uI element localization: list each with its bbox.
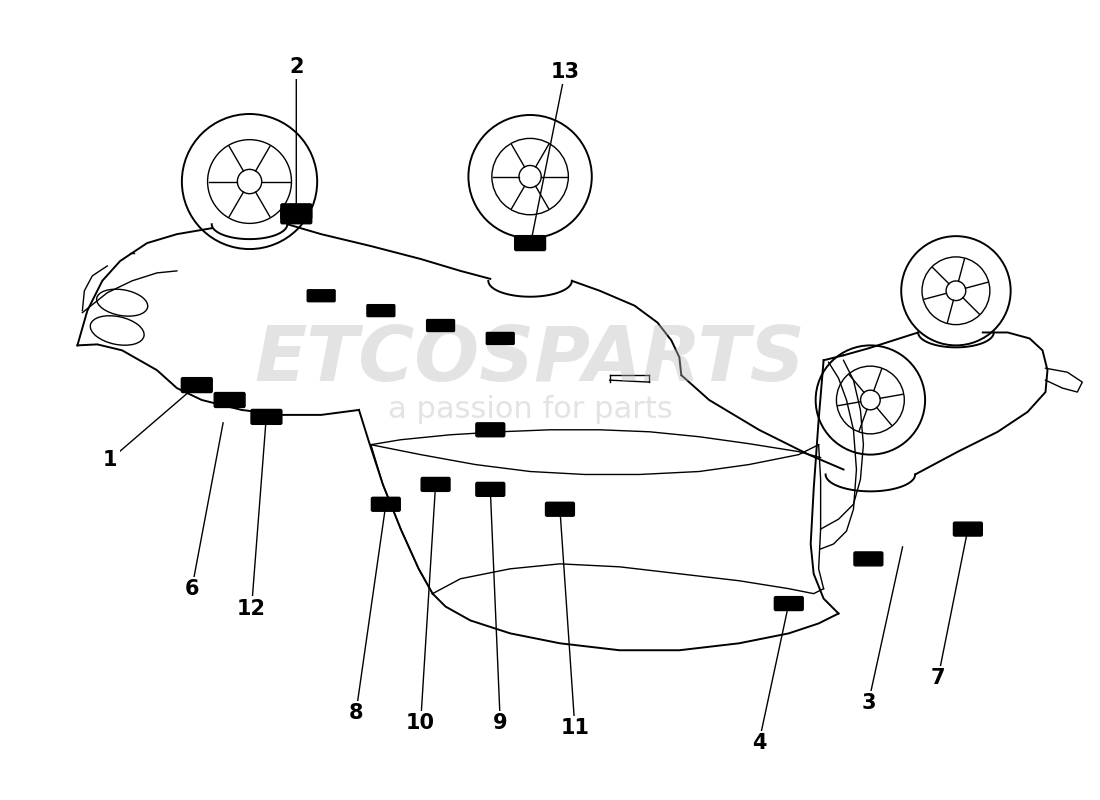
FancyBboxPatch shape [372, 498, 400, 511]
FancyBboxPatch shape [854, 552, 883, 566]
Text: a passion for parts: a passion for parts [387, 395, 672, 425]
FancyBboxPatch shape [307, 290, 336, 302]
Text: 7: 7 [931, 668, 945, 688]
FancyBboxPatch shape [476, 423, 505, 437]
Text: 1: 1 [103, 450, 118, 470]
Text: 13: 13 [550, 62, 580, 82]
FancyBboxPatch shape [280, 204, 311, 218]
FancyBboxPatch shape [546, 502, 574, 516]
FancyBboxPatch shape [251, 410, 282, 424]
Text: 12: 12 [236, 598, 266, 618]
FancyBboxPatch shape [421, 478, 450, 491]
FancyBboxPatch shape [486, 333, 514, 344]
FancyBboxPatch shape [515, 236, 546, 250]
FancyBboxPatch shape [280, 209, 311, 224]
FancyBboxPatch shape [954, 522, 982, 536]
FancyBboxPatch shape [774, 597, 803, 610]
FancyBboxPatch shape [182, 378, 212, 393]
Text: 9: 9 [493, 713, 507, 733]
Text: 3: 3 [861, 693, 876, 713]
Text: 6: 6 [185, 578, 199, 598]
FancyBboxPatch shape [214, 393, 245, 407]
Text: 11: 11 [560, 718, 590, 738]
Text: 10: 10 [406, 713, 436, 733]
FancyBboxPatch shape [476, 482, 505, 496]
Text: ETCOSPARTS: ETCOSPARTS [255, 323, 805, 398]
Text: 8: 8 [349, 703, 363, 723]
Text: 4: 4 [751, 733, 767, 753]
Text: 2: 2 [289, 58, 304, 78]
FancyBboxPatch shape [367, 305, 395, 317]
FancyBboxPatch shape [427, 319, 454, 331]
